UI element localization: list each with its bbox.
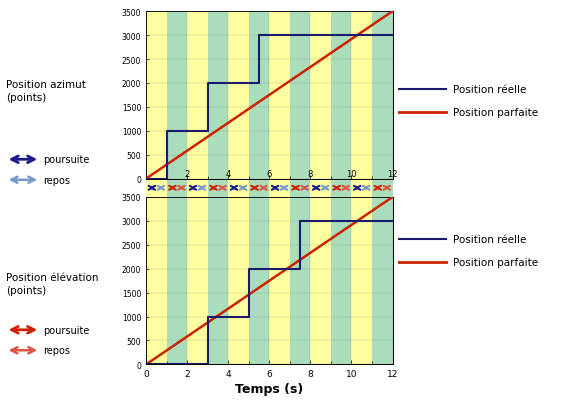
Bar <box>167 12 187 179</box>
Bar <box>351 179 372 198</box>
Bar <box>351 198 372 364</box>
Text: repos: repos <box>44 345 70 356</box>
Bar <box>187 179 208 198</box>
Bar <box>331 179 351 198</box>
Bar <box>208 12 228 179</box>
Bar <box>146 198 167 364</box>
Text: 4: 4 <box>226 169 231 178</box>
Bar <box>372 12 393 179</box>
Bar <box>311 198 331 364</box>
Text: 10: 10 <box>346 169 356 178</box>
Bar <box>187 12 208 179</box>
Text: 12: 12 <box>387 169 398 178</box>
Bar <box>331 198 351 364</box>
Bar <box>372 198 393 364</box>
Bar <box>290 12 311 179</box>
Bar <box>208 179 228 198</box>
Bar <box>249 198 269 364</box>
Text: Position parfaite: Position parfaite <box>453 108 539 117</box>
Text: 2: 2 <box>185 169 190 178</box>
Bar <box>311 179 331 198</box>
Bar <box>228 179 249 198</box>
Text: Position réelle: Position réelle <box>453 85 527 95</box>
Bar <box>146 179 167 198</box>
Bar <box>187 198 208 364</box>
Bar <box>228 12 249 179</box>
Bar <box>269 179 290 198</box>
Bar <box>208 198 228 364</box>
Bar <box>372 179 393 198</box>
Bar <box>290 198 311 364</box>
Text: Position parfaite: Position parfaite <box>453 258 539 267</box>
Bar <box>269 12 290 179</box>
Text: Position élévation
(points): Position élévation (points) <box>6 272 98 295</box>
X-axis label: Temps (s): Temps (s) <box>235 382 304 395</box>
Bar <box>249 12 269 179</box>
Text: Position réelle: Position réelle <box>453 235 527 245</box>
Bar <box>331 12 351 179</box>
Bar <box>249 179 269 198</box>
Text: poursuite: poursuite <box>44 325 90 335</box>
Bar <box>228 198 249 364</box>
Text: poursuite: poursuite <box>44 155 90 165</box>
Bar <box>167 179 187 198</box>
Bar <box>167 198 187 364</box>
Text: repos: repos <box>44 175 70 185</box>
Bar <box>146 12 167 179</box>
Bar <box>351 12 372 179</box>
Text: 6: 6 <box>266 169 272 178</box>
Bar <box>290 179 311 198</box>
Bar <box>311 12 331 179</box>
Bar <box>269 198 290 364</box>
Text: Position azimut
(points): Position azimut (points) <box>6 79 85 103</box>
Text: 8: 8 <box>308 169 313 178</box>
